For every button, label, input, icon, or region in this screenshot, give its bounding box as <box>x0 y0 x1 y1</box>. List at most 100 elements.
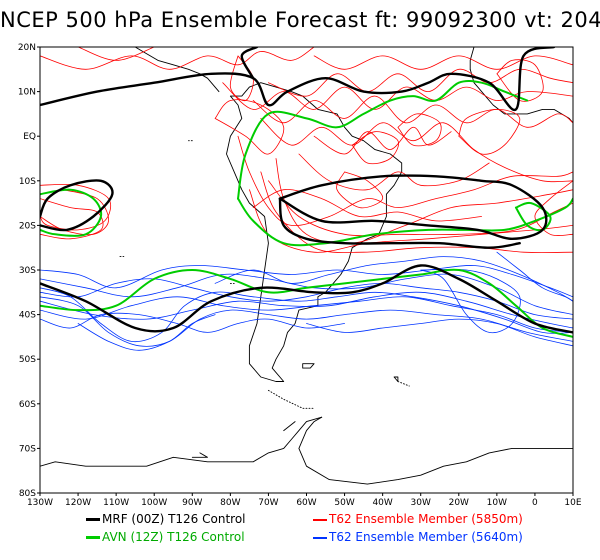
coastline-layer <box>40 47 573 485</box>
red-member-contour-11 <box>222 82 573 110</box>
mrf-5850-contour-3 <box>278 197 521 249</box>
mrf-5640-contour-1 <box>40 264 573 334</box>
blue-member-contour-13 <box>496 251 573 302</box>
mrf-control-contours <box>40 47 573 334</box>
latitude-axis: 20N 10N EQ 10S 20S 30S 40S 50S 60S 70S 80S <box>18 43 40 499</box>
red-member-contour-24 <box>534 180 573 237</box>
red-member-contour-12 <box>268 68 573 97</box>
lat-label-30S: 30S <box>19 266 36 276</box>
legend-blue-label: T62 Ensemble Member (5640m) <box>329 530 523 544</box>
lon-label-10W: 10W <box>487 498 507 508</box>
coastline-5 <box>302 363 315 369</box>
coastline-8 <box>298 416 573 485</box>
legend-red: T62 Ensemble Member (5850m) <box>313 512 523 526</box>
lat-label-70S: 70S <box>19 444 36 454</box>
red-member-contour-23 <box>336 171 384 209</box>
red-member-contour-18 <box>313 55 573 70</box>
red-member-contour-26 <box>214 99 285 155</box>
mrf-5850-contour-2 <box>278 174 548 240</box>
lat-label-20N: 20N <box>18 43 36 53</box>
lat-label-10S: 10S <box>19 177 36 187</box>
red-member-contours <box>40 47 573 253</box>
blue-member-contour-7 <box>77 314 216 351</box>
lon-label-70W: 70W <box>258 498 278 508</box>
lon-label-100W: 100W <box>141 498 167 508</box>
red-member-contour-19 <box>229 55 254 102</box>
coastline-dotted-2 <box>397 381 410 387</box>
avn-swatch <box>86 536 100 539</box>
blue-swatch <box>313 536 327 539</box>
legend-blue: T62 Ensemble Member (5640m) <box>313 530 523 544</box>
blue-member-contour-8 <box>40 265 573 298</box>
lon-label-10E: 10E <box>564 498 581 508</box>
avn-5850-contour-4 <box>514 201 552 232</box>
lon-label-90W: 90W <box>182 498 202 508</box>
coastline-9 <box>191 452 208 458</box>
red-member-contour-9 <box>260 118 573 183</box>
lat-label-80S: 80S <box>19 489 36 499</box>
red-member-contour-15 <box>397 113 442 147</box>
blue-member-contour-2 <box>40 278 573 320</box>
avn-5850-contour-1 <box>40 188 103 237</box>
blue-member-contour-12 <box>40 312 345 333</box>
mrf-5850-contour-5 <box>240 47 259 80</box>
map-title: NCEP 500 hPa Ensemble Forecast ft: 99092… <box>0 8 600 32</box>
red-member-contour-16 <box>40 47 315 70</box>
lon-label-80W: 80W <box>220 498 240 508</box>
legend-mrf-label: MRF (00Z) T126 Control <box>102 512 246 526</box>
blue-member-contour-3 <box>40 291 573 329</box>
lon-label-50W: 50W <box>334 498 354 508</box>
coastline-10 <box>283 421 296 432</box>
lon-label-40W: 40W <box>372 498 392 508</box>
red-member-contour-13 <box>313 126 452 155</box>
blue-member-contour-5 <box>40 287 573 343</box>
longitude-axis: 130W 120W 110W 100W 90W 80W 70W 60W 50W 40W 30W 20W… <box>27 493 582 508</box>
mrf-5850-contour-1 <box>40 179 114 232</box>
coastline-6 <box>393 376 399 382</box>
map-frame <box>39 46 574 494</box>
avn-5850-contour-3 <box>237 79 529 200</box>
red-member-contour-14 <box>351 131 399 165</box>
avn-5850-contour-2 <box>237 197 573 247</box>
lon-label-20W: 20W <box>449 498 469 508</box>
red-member-contour-5 <box>260 171 573 253</box>
lat-label-40S: 40S <box>19 311 36 321</box>
mrf-swatch <box>86 518 100 521</box>
coastline-4 <box>469 47 475 70</box>
mrf-5850-contour-4 <box>40 47 556 111</box>
red-member-contour-10 <box>252 95 573 128</box>
red-member-contour-25 <box>458 109 521 155</box>
lon-label-60W: 60W <box>296 498 316 508</box>
red-swatch <box>313 518 327 521</box>
coastline-dotted-1 <box>267 389 315 409</box>
legend-avn: AVN (12Z) T126 Control <box>86 530 245 544</box>
avn-control-contours <box>40 79 573 338</box>
lat-label-10N: 10N <box>18 88 36 98</box>
red-member-contour-21 <box>298 153 490 191</box>
coastline-1 <box>226 82 403 382</box>
red-member-contour-8 <box>237 135 573 227</box>
legend-red-label: T62 Ensemble Member (5850m) <box>329 512 523 526</box>
lon-label-130W: 130W <box>27 498 53 508</box>
red-member-contour-17 <box>77 47 155 61</box>
red-member-contour-2 <box>40 198 104 240</box>
avn-5640-contour-1 <box>40 268 573 338</box>
lon-label-110W: 110W <box>103 498 129 508</box>
lon-label-30W: 30W <box>411 498 431 508</box>
coastline-7 <box>40 416 323 467</box>
coastline-2 <box>134 47 220 93</box>
blue-member-contour-10 <box>420 268 521 334</box>
red-member-contour-1 <box>40 183 112 231</box>
blue-member-contour-4 <box>40 296 573 333</box>
blue-member-contours <box>40 251 573 351</box>
lat-label-60S: 60S <box>19 400 36 410</box>
red-member-contour-22 <box>252 189 482 222</box>
red-member-contour-7 <box>275 158 573 244</box>
legend-mrf: MRF (00Z) T126 Control <box>86 512 246 526</box>
lat-label-EQ: EQ <box>23 132 36 142</box>
lon-label-0: 0 <box>532 498 538 508</box>
red-member-contour-4 <box>268 180 573 237</box>
lat-label-50S: 50S <box>19 355 36 365</box>
lat-label-20S: 20S <box>19 221 36 231</box>
